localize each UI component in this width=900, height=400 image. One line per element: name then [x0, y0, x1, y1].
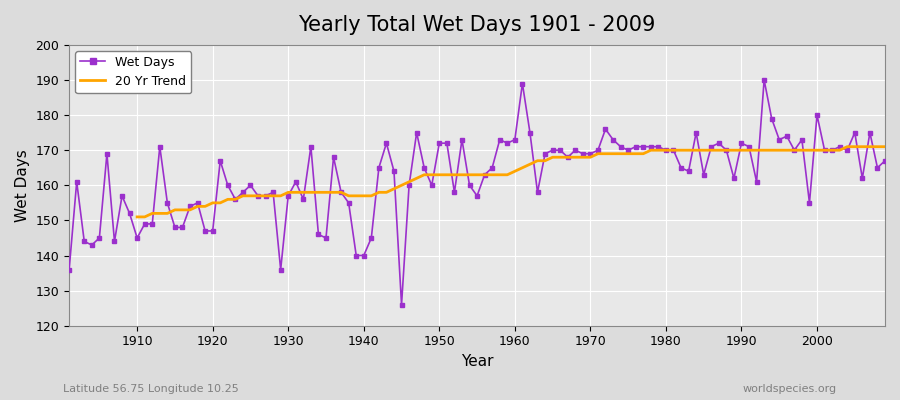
- 20 Yr Trend: [275, 194, 286, 198]
- 20 Yr Trend: [879, 144, 890, 149]
- Wet Days: [879, 158, 890, 163]
- Wet Days: [336, 190, 346, 195]
- 20 Yr Trend: [517, 165, 527, 170]
- Text: worldspecies.org: worldspecies.org: [742, 384, 837, 394]
- 20 Yr Trend: [819, 148, 830, 153]
- Wet Days: [509, 137, 520, 142]
- Wet Days: [291, 179, 302, 184]
- Wet Days: [124, 211, 135, 216]
- Text: Latitude 56.75 Longitude 10.25: Latitude 56.75 Longitude 10.25: [63, 384, 238, 394]
- Line: 20 Yr Trend: 20 Yr Trend: [137, 147, 885, 217]
- 20 Yr Trend: [578, 155, 589, 160]
- X-axis label: Year: Year: [461, 354, 493, 369]
- Wet Days: [608, 137, 618, 142]
- Line: Wet Days: Wet Days: [68, 78, 886, 306]
- Wet Days: [759, 78, 769, 82]
- Y-axis label: Wet Days: Wet Days: [15, 149, 30, 222]
- 20 Yr Trend: [850, 144, 860, 149]
- Wet Days: [64, 267, 75, 272]
- Title: Yearly Total Wet Days 1901 - 2009: Yearly Total Wet Days 1901 - 2009: [299, 15, 656, 35]
- 20 Yr Trend: [305, 190, 316, 195]
- 20 Yr Trend: [842, 144, 852, 149]
- Wet Days: [396, 302, 407, 307]
- Legend: Wet Days, 20 Yr Trend: Wet Days, 20 Yr Trend: [76, 51, 192, 93]
- Wet Days: [517, 81, 527, 86]
- 20 Yr Trend: [131, 214, 142, 219]
